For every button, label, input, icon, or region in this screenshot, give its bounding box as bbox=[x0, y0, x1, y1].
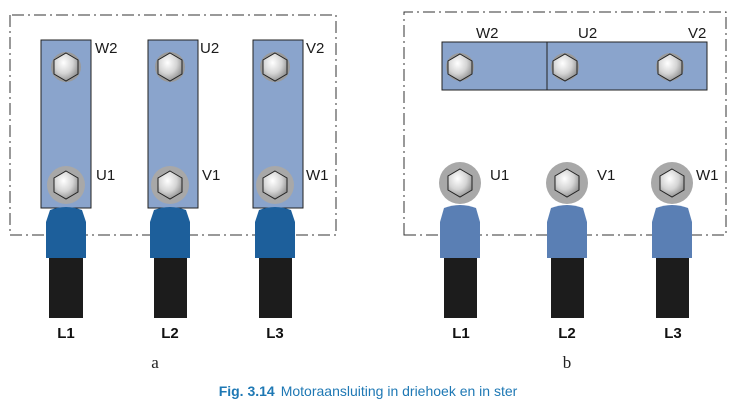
terminal-1: U1 L1 bbox=[439, 162, 509, 342]
line-label-l3: L3 bbox=[266, 325, 284, 342]
hex-nut-icon bbox=[439, 162, 481, 204]
hex-nut-icon bbox=[256, 166, 294, 204]
cable bbox=[49, 258, 83, 318]
cable-lug bbox=[652, 205, 692, 258]
line-label-l1: L1 bbox=[452, 325, 470, 342]
hex-nut-icon bbox=[551, 53, 579, 82]
terminal-2: V1 L2 bbox=[546, 162, 615, 342]
terminal-label: U1 bbox=[490, 167, 509, 184]
cable bbox=[259, 258, 292, 318]
hex-nut-icon bbox=[656, 53, 684, 82]
hex-nut-icon bbox=[47, 166, 85, 204]
terminal-3: W1 L3 bbox=[651, 162, 719, 342]
terminal-label-bottom: V1 bbox=[202, 167, 220, 184]
hex-nut-icon bbox=[155, 52, 185, 82]
link-bar-3: V2 W1 L3 bbox=[252, 39, 329, 342]
cable bbox=[444, 258, 477, 318]
line-label-l1: L1 bbox=[57, 325, 75, 342]
cable bbox=[551, 258, 584, 318]
star-bridge: W2 U2 V2 bbox=[441, 25, 708, 91]
hex-nut-icon bbox=[151, 166, 189, 204]
terminal-box-outline-b bbox=[403, 11, 727, 236]
bridge-label-w2: W2 bbox=[476, 25, 499, 42]
hex-nut-icon bbox=[260, 52, 290, 82]
terminal-label-bottom: W1 bbox=[306, 167, 329, 184]
panel-label-a: a bbox=[151, 353, 159, 372]
cable-lug bbox=[46, 207, 86, 258]
cable bbox=[656, 258, 689, 318]
bridge-label-u2: U2 bbox=[578, 25, 597, 42]
hex-nut-icon bbox=[446, 53, 474, 82]
terminal-label: W1 bbox=[696, 167, 719, 184]
hex-nut-icon bbox=[51, 52, 81, 82]
figure-caption-text: Motoraansluiting in driehoek en in ster bbox=[280, 383, 518, 399]
figure-caption: Fig. 3.14 Motoraansluiting in driehoek en… bbox=[0, 383, 736, 399]
hex-nut-icon bbox=[651, 162, 693, 204]
line-label-l2: L2 bbox=[161, 325, 179, 342]
terminal-label: V1 bbox=[597, 167, 615, 184]
cable-lug bbox=[255, 207, 295, 258]
bridge-label-v2: V2 bbox=[688, 25, 706, 42]
link-bar-2: U2 V1 L2 bbox=[147, 39, 220, 342]
panel-b: W2 U2 V2 U1 L1 V1 L2 bbox=[403, 11, 727, 372]
cable bbox=[154, 258, 187, 318]
figure-number: Fig. 3.14 bbox=[218, 383, 275, 399]
panel-a: W2 U1 L1 U2 V1 L2 bbox=[9, 14, 337, 372]
link-bar-1: W2 U1 L1 bbox=[40, 39, 118, 342]
line-label-l3: L3 bbox=[664, 325, 682, 342]
panel-label-b: b bbox=[563, 353, 572, 372]
terminal-label-top: V2 bbox=[306, 40, 324, 57]
terminal-label-top: U2 bbox=[200, 40, 219, 57]
cable-lug bbox=[440, 205, 480, 258]
terminal-label-bottom: U1 bbox=[96, 167, 115, 184]
line-label-l2: L2 bbox=[558, 325, 576, 342]
terminal-box-outline-a bbox=[9, 14, 337, 236]
terminal-label-top: W2 bbox=[95, 40, 118, 57]
cable-lug bbox=[547, 205, 587, 258]
hex-nut-icon bbox=[546, 162, 588, 204]
cable-lug bbox=[150, 207, 190, 258]
